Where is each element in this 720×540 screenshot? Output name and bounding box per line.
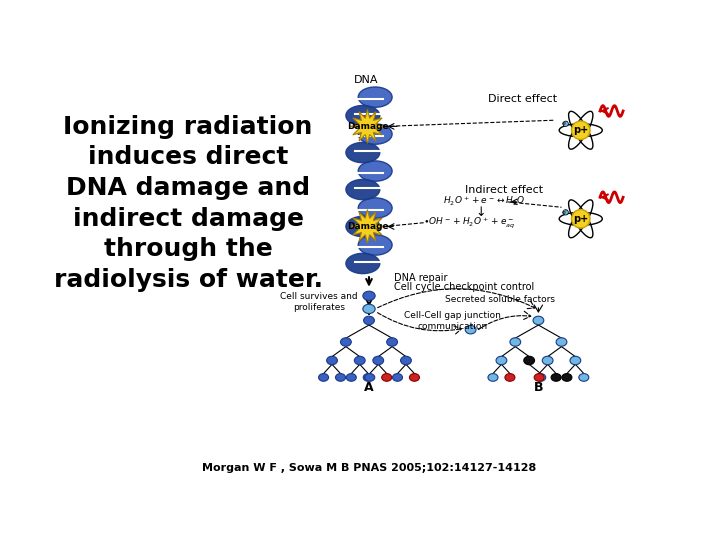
Ellipse shape [505, 374, 515, 381]
Ellipse shape [363, 304, 375, 314]
Polygon shape [351, 110, 384, 143]
Ellipse shape [562, 374, 572, 381]
Ellipse shape [373, 356, 384, 365]
Ellipse shape [346, 217, 379, 237]
Ellipse shape [387, 338, 397, 346]
Text: DNA repair: DNA repair [394, 273, 447, 283]
Ellipse shape [572, 121, 590, 139]
FancyArrowPatch shape [534, 305, 543, 312]
Ellipse shape [579, 374, 589, 381]
Ellipse shape [346, 253, 379, 274]
Ellipse shape [556, 338, 567, 346]
Ellipse shape [359, 235, 392, 255]
Text: Indirect effect: Indirect effect [464, 185, 543, 194]
Ellipse shape [359, 87, 392, 107]
Ellipse shape [465, 326, 476, 334]
Ellipse shape [341, 338, 351, 346]
FancyArrowPatch shape [378, 289, 535, 309]
Ellipse shape [346, 374, 356, 381]
Ellipse shape [327, 356, 338, 365]
Text: Cell survives and
proliferates: Cell survives and proliferates [280, 292, 358, 312]
Ellipse shape [572, 210, 590, 228]
Ellipse shape [382, 374, 392, 381]
Ellipse shape [346, 143, 379, 163]
Ellipse shape [536, 374, 546, 381]
Ellipse shape [400, 356, 411, 365]
Ellipse shape [359, 124, 392, 144]
Ellipse shape [346, 105, 379, 126]
Text: DNA: DNA [354, 75, 378, 85]
Ellipse shape [365, 374, 375, 381]
Ellipse shape [363, 291, 375, 300]
Text: Cell cycle checkpoint control: Cell cycle checkpoint control [394, 281, 534, 292]
FancyArrowPatch shape [377, 313, 462, 334]
Text: Cell-Cell gap junction
communication: Cell-Cell gap junction communication [404, 311, 500, 331]
Ellipse shape [392, 374, 402, 381]
Text: ↓: ↓ [475, 206, 486, 219]
Ellipse shape [542, 356, 553, 365]
Ellipse shape [354, 356, 365, 365]
Text: Damage: Damage [346, 122, 388, 131]
Ellipse shape [563, 210, 568, 215]
Polygon shape [351, 210, 384, 244]
Ellipse shape [496, 356, 507, 365]
Text: Damage: Damage [346, 222, 388, 231]
Text: Ionizing radiation
induces direct
DNA damage and
indirect damage
through the
rad: Ionizing radiation induces direct DNA da… [53, 115, 323, 292]
Text: A: A [364, 381, 374, 394]
Ellipse shape [364, 316, 374, 325]
Text: e⁻: e⁻ [562, 210, 570, 215]
Text: Morgan W F , Sowa M B PNAS 2005;102:14127-14128: Morgan W F , Sowa M B PNAS 2005;102:1412… [202, 463, 536, 473]
Ellipse shape [563, 121, 568, 126]
Text: p+: p+ [573, 125, 588, 135]
Ellipse shape [488, 374, 498, 381]
Text: B: B [534, 381, 543, 394]
Text: $H_2O^+ + e^- \leftrightarrow H_2O$: $H_2O^+ + e^- \leftrightarrow H_2O$ [444, 195, 526, 208]
Ellipse shape [534, 374, 544, 381]
Ellipse shape [318, 374, 328, 381]
Ellipse shape [551, 374, 561, 381]
Ellipse shape [510, 338, 521, 346]
Text: Secreted soluble factors: Secreted soluble factors [445, 295, 555, 304]
Text: Direct effect: Direct effect [488, 94, 557, 104]
Ellipse shape [410, 374, 420, 381]
Text: $\bullet OH^- + H_2O^+ + e^-_{aq}$: $\bullet OH^- + H_2O^+ + e^-_{aq}$ [423, 215, 516, 230]
Ellipse shape [359, 198, 392, 218]
FancyArrowPatch shape [478, 311, 531, 329]
Ellipse shape [359, 161, 392, 181]
Text: p+: p+ [573, 214, 588, 224]
Ellipse shape [523, 356, 534, 365]
Ellipse shape [363, 374, 373, 381]
Ellipse shape [570, 356, 581, 365]
Ellipse shape [346, 179, 379, 200]
Ellipse shape [533, 316, 544, 325]
Ellipse shape [336, 374, 346, 381]
Text: e⁻: e⁻ [562, 122, 570, 126]
